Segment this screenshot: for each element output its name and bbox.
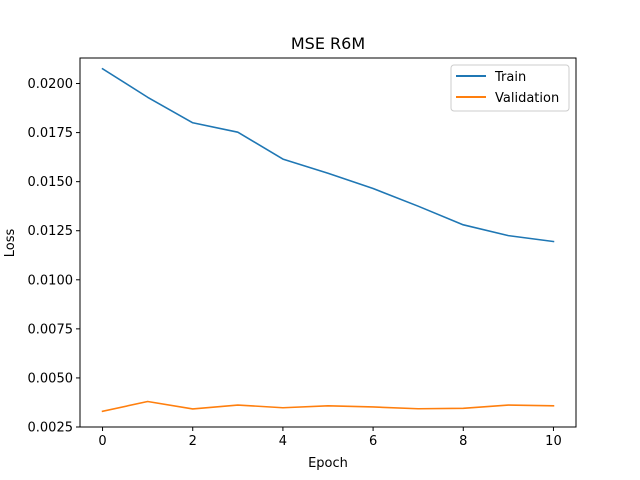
y-tick-label: 0.0200 (28, 77, 74, 92)
chart-title: MSE R6M (291, 34, 365, 53)
x-tick-label: 4 (279, 434, 287, 449)
y-tick-label: 0.0175 (28, 126, 74, 141)
series-line-train (101, 67, 555, 243)
plot-lines (101, 67, 555, 413)
y-tick-label: 0.0025 (28, 421, 74, 436)
x-tick-label: 8 (459, 434, 467, 449)
y-axis-label: Loss (3, 229, 18, 258)
x-axis-label: Epoch (308, 456, 348, 471)
legend-label-validation: Validation (495, 91, 559, 106)
x-tick-label: 6 (369, 434, 377, 449)
y-tick-label: 0.0100 (28, 273, 74, 288)
y-tick-label: 0.0125 (28, 224, 74, 239)
y-tick-label: 0.0075 (28, 322, 74, 337)
y-tick-label: 0.0050 (28, 371, 74, 386)
plot-frame (79, 57, 577, 428)
series-line-validation (101, 400, 555, 413)
x-axis-ticks: 0 2 4 6 8 10 (98, 427, 562, 449)
y-axis-ticks: 0.0025 0.0050 0.0075 0.0100 0.0125 0.0150 0.01… (28, 77, 80, 436)
y-tick-label: 0.0150 (28, 175, 74, 190)
x-tick-label: 2 (189, 434, 197, 449)
x-tick-label: 10 (545, 434, 562, 449)
x-tick-label: 0 (98, 434, 106, 449)
legend-label-train: Train (494, 70, 526, 85)
legend: Train Validation (450, 64, 570, 112)
